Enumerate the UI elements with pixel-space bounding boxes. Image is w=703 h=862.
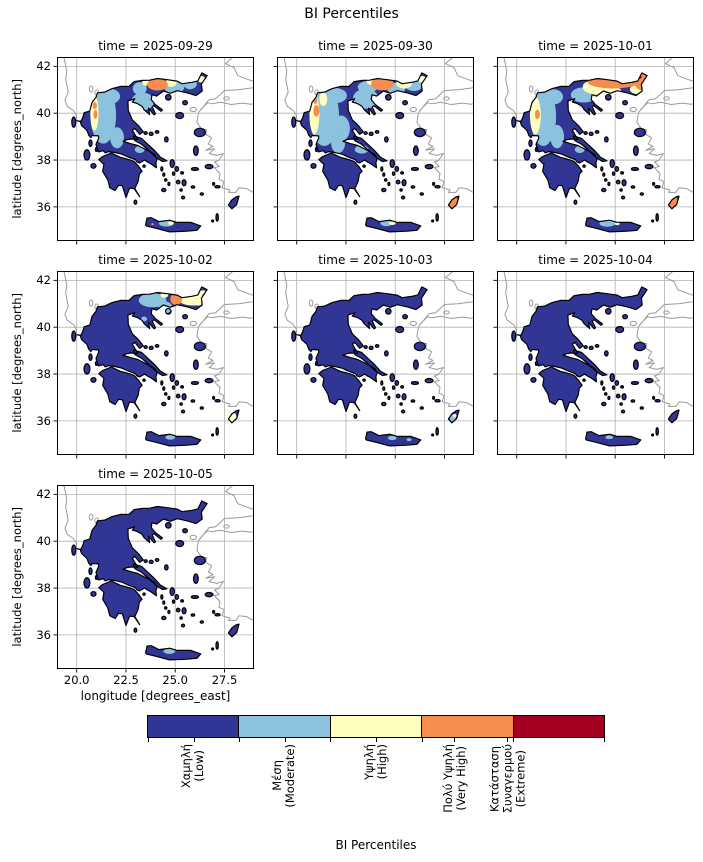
colorbar-label: BI Percentiles <box>335 838 417 852</box>
colorbar-tick-label-low: Χαμηλή (Low) <box>178 744 206 789</box>
y-tick-label: 40 <box>36 534 51 548</box>
greece-map <box>273 271 474 459</box>
x-tick-labels: 20.0 22.5 25.0 27.5 <box>57 673 254 687</box>
y-tick-label: 42 <box>36 59 51 73</box>
colorbar-tick-label-very-high: Πολύ Υψηλή (Very High) <box>440 744 468 813</box>
subplot-2025-10-03: time = 2025-10-03 <box>273 253 474 459</box>
colorbar-segment-low <box>148 716 239 737</box>
y-tick-label: 36 <box>36 628 51 642</box>
colorbar-segment-extreme <box>512 716 605 737</box>
subplot-2025-09-29: time = 2025-09-29 latitude [degrees_nort… <box>10 39 254 245</box>
colorbar-tick <box>376 738 377 742</box>
colorbar-segment-very-high <box>421 716 513 737</box>
y-tick-label: 42 <box>36 273 51 287</box>
greece-map <box>493 271 694 459</box>
colorbar-tick-label-high: Υψηλή (High) <box>362 744 389 780</box>
y-tick-label: 38 <box>36 367 51 381</box>
y-tick-label: 38 <box>36 153 51 167</box>
colorbar-segment-high <box>329 716 422 737</box>
subplot-title: time = 2025-10-03 <box>318 253 433 267</box>
subplot-title: time = 2025-10-01 <box>538 39 653 53</box>
x-tick-label: 22.5 <box>113 673 139 687</box>
colorbar-tick <box>604 738 605 742</box>
colorbar-tick <box>239 738 241 742</box>
colorbar-tick <box>284 738 286 742</box>
y-tick-label: 38 <box>36 581 51 595</box>
figure-title: BI Percentiles <box>304 6 399 22</box>
y-tick-label: 42 <box>36 487 51 501</box>
subplot-title: time = 2025-10-04 <box>538 253 653 267</box>
subplot-title: time = 2025-10-05 <box>98 467 213 481</box>
colorbar-tick <box>193 738 195 742</box>
subplot-2025-10-01: time = 2025-10-01 <box>493 39 694 245</box>
colorbar-tick <box>512 738 514 742</box>
greece-map <box>53 485 254 673</box>
greece-map <box>493 57 694 245</box>
x-axis-label: longitude [degrees_east] <box>80 689 231 703</box>
greece-map <box>53 271 254 459</box>
colorbar-tick <box>421 738 423 742</box>
y-axis-label: latitude [degrees_north] <box>9 293 24 433</box>
x-tick-label: 27.5 <box>211 673 238 687</box>
subplot-title: time = 2025-09-29 <box>98 39 213 53</box>
colorbar-tick-label-moderate: Μέση (Moderate) <box>270 744 298 808</box>
x-tick-label: 20.0 <box>63 673 90 687</box>
colorbar-tick <box>506 738 508 742</box>
y-tick-label: 40 <box>36 320 51 334</box>
y-axis-label: latitude [degrees_north] <box>9 507 24 647</box>
y-tick-label: 36 <box>36 414 51 428</box>
greece-map <box>53 57 254 245</box>
colorbar-tick <box>454 738 456 742</box>
colorbar-segment-moderate <box>238 716 330 737</box>
subplot-2025-10-05: time = 2025-10-05 latitude [degrees_nort… <box>10 467 254 703</box>
y-tick-label: 36 <box>36 200 51 214</box>
greece-map <box>273 57 474 245</box>
subplot-2025-09-30: time = 2025-09-30 <box>273 39 474 245</box>
subplot-title: time = 2025-10-02 <box>98 253 213 267</box>
colorbar-tick <box>330 738 332 742</box>
subplot-title: time = 2025-09-30 <box>318 39 433 53</box>
subplot-2025-10-02: time = 2025-10-02 latitude [degrees_nort… <box>10 253 254 459</box>
colorbar-tick-label-extreme: Κατάσταση Συναγερμού (Extreme) <box>487 744 527 814</box>
subplot-2025-10-04: time = 2025-10-04 <box>493 253 694 459</box>
colorbar <box>147 715 605 738</box>
x-tick-label: 25.0 <box>162 673 188 687</box>
y-tick-label: 40 <box>36 106 51 120</box>
y-axis-label: latitude [degrees_north] <box>9 79 24 219</box>
colorbar-tick <box>148 738 149 742</box>
